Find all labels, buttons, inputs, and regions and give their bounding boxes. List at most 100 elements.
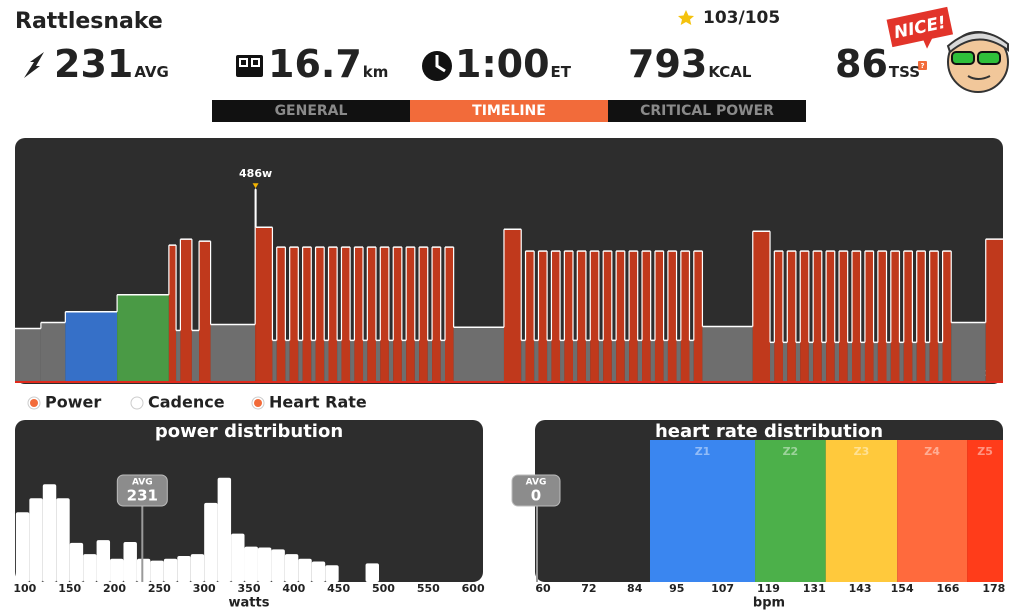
- histogram-bar: [123, 541, 137, 582]
- power-segment: [637, 340, 643, 382]
- power-segment: [210, 324, 256, 382]
- avg-box: [116, 474, 168, 507]
- power-x-label: watts: [229, 596, 270, 611]
- hr-title: heart rate distribution: [655, 421, 883, 442]
- hr-zone-label: Z4: [924, 445, 940, 458]
- legend-ring[interactable]: [130, 396, 144, 410]
- histogram-bar: [163, 558, 178, 582]
- power-segment: [774, 251, 783, 382]
- power-segment: [401, 340, 407, 382]
- power-segment: [752, 231, 771, 382]
- power-segment: [521, 340, 526, 382]
- power-segment: [289, 247, 299, 382]
- power-distribution-title: power distribution: [155, 421, 343, 442]
- power-segment: [813, 251, 822, 382]
- time-icon: [422, 51, 452, 81]
- x-tick-label: 95: [669, 582, 684, 595]
- power-segment: [199, 241, 211, 382]
- hr-x-label: bpm: [753, 596, 785, 611]
- power-segment: [590, 251, 599, 382]
- power-segment: [40, 322, 66, 382]
- stat-unit: AVG: [134, 63, 169, 81]
- power-segment: [315, 247, 325, 382]
- legend-dot[interactable]: [254, 399, 262, 407]
- power-segment: [538, 251, 548, 382]
- tab-label[interactable]: GENERAL: [275, 103, 348, 119]
- power-segment: [834, 342, 840, 382]
- power-segment: [285, 340, 290, 382]
- histogram-bar: [284, 554, 299, 582]
- power-segment: [603, 251, 612, 382]
- stat-value: 1:00: [455, 42, 550, 86]
- x-tick-label: 600: [462, 582, 485, 595]
- tab[interactable]: [410, 100, 608, 122]
- tab-label[interactable]: TIMELINE: [472, 103, 546, 119]
- power-segment: [787, 251, 796, 382]
- x-tick-label: 178: [982, 582, 1005, 595]
- stat-value: 86: [835, 42, 888, 86]
- hr-avg-label: AVG: [526, 478, 547, 488]
- legend-dot[interactable]: [30, 399, 38, 407]
- stat-unit: TSS: [889, 63, 920, 81]
- histogram-bar: [83, 554, 97, 582]
- stat: 16.7km: [268, 42, 388, 86]
- power-segment: [808, 342, 814, 382]
- star-icon: [678, 10, 694, 25]
- power-segment: [899, 342, 904, 382]
- power-segment: [886, 342, 891, 382]
- tab[interactable]: [608, 100, 806, 122]
- power-segment: [547, 340, 552, 382]
- svg-text:?: ?: [920, 62, 924, 70]
- tab[interactable]: [212, 100, 410, 122]
- x-tick-label: 60: [535, 582, 551, 595]
- histogram-bar: [190, 554, 205, 582]
- power-segment: [585, 340, 591, 382]
- power-segment: [328, 247, 338, 382]
- histogram-bar: [110, 558, 124, 582]
- avg-value: 231: [127, 487, 158, 505]
- power-segment: [693, 251, 703, 382]
- power-segment: [663, 340, 668, 382]
- legend-label[interactable]: Heart Rate: [269, 393, 367, 412]
- power-segment: [667, 251, 677, 382]
- histogram-bar: [257, 547, 272, 582]
- power-segment: [168, 245, 177, 382]
- x-tick-label: 72: [581, 582, 596, 595]
- power-segment: [393, 247, 402, 382]
- power-segment: [650, 340, 655, 382]
- power-segment: [363, 340, 368, 382]
- hr-zone-label: Z3: [854, 445, 870, 458]
- power-segment: [680, 251, 690, 382]
- x-tick-label: 350: [238, 582, 261, 595]
- power-segment: [375, 340, 381, 382]
- histogram-bar: [231, 533, 245, 582]
- hr-zone-label: Z2: [783, 445, 799, 458]
- histogram-bar: [244, 546, 258, 582]
- power-segment: [577, 251, 586, 382]
- power-segment: [427, 340, 433, 382]
- power-segment: [942, 251, 952, 382]
- x-tick-label: 143: [849, 582, 872, 595]
- power-segment: [180, 239, 192, 382]
- power-segment: [938, 342, 943, 382]
- power-segment: [873, 342, 878, 382]
- tss-help[interactable]: ?: [918, 61, 927, 70]
- histogram-bar: [298, 558, 312, 582]
- hr-zone: [825, 440, 898, 582]
- power-segment: [676, 340, 681, 382]
- tab-label[interactable]: CRITICAL POWER: [640, 103, 774, 119]
- histogram-bar: [15, 512, 30, 582]
- legend-label[interactable]: Power: [45, 393, 101, 412]
- peak-marker: [252, 183, 259, 189]
- stars-count: 103/105: [703, 8, 780, 28]
- histogram-bar: [217, 477, 232, 582]
- power-segment: [770, 342, 775, 382]
- power-segment: [826, 251, 835, 382]
- histogram-bar: [365, 563, 379, 582]
- power-segment: [272, 340, 277, 382]
- power-segment: [564, 251, 573, 382]
- x-tick-label: 84: [627, 582, 643, 595]
- legend-label[interactable]: Cadence: [148, 393, 225, 412]
- histogram-bar: [29, 498, 43, 582]
